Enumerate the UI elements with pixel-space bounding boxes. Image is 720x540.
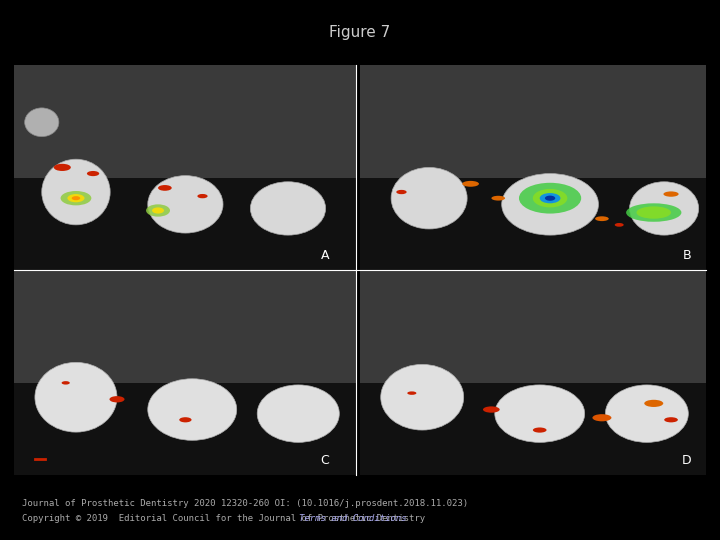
Ellipse shape (519, 183, 581, 213)
Ellipse shape (545, 195, 555, 201)
Text: Figure 7: Figure 7 (329, 25, 391, 40)
Ellipse shape (502, 173, 598, 235)
Polygon shape (14, 270, 356, 475)
Polygon shape (14, 65, 356, 270)
Ellipse shape (257, 385, 339, 442)
Text: Journal of Prosthetic Dentistry 2020 12320-260 OI: (10.1016/j.prosdent.2018.11.0: Journal of Prosthetic Dentistry 2020 123… (22, 500, 468, 509)
Text: Copyright © 2019  Editorial Council for the Journal of Prosthetic Dentistry: Copyright © 2019 Editorial Council for t… (22, 514, 430, 523)
Ellipse shape (381, 364, 464, 430)
Ellipse shape (629, 182, 698, 235)
Polygon shape (360, 65, 706, 178)
Polygon shape (360, 270, 706, 475)
Text: B: B (683, 249, 692, 262)
Polygon shape (360, 65, 706, 270)
Ellipse shape (491, 196, 505, 200)
Ellipse shape (148, 176, 223, 233)
Ellipse shape (68, 194, 84, 202)
Ellipse shape (251, 182, 325, 235)
Text: D: D (682, 454, 692, 467)
Ellipse shape (408, 392, 416, 395)
Ellipse shape (664, 417, 678, 422)
Polygon shape (14, 65, 356, 178)
Ellipse shape (495, 385, 585, 442)
Ellipse shape (644, 400, 663, 407)
Ellipse shape (62, 381, 70, 384)
Ellipse shape (179, 417, 192, 422)
Ellipse shape (42, 159, 110, 225)
Ellipse shape (483, 407, 500, 413)
Ellipse shape (540, 193, 560, 203)
Ellipse shape (109, 396, 125, 402)
Ellipse shape (595, 217, 609, 221)
Ellipse shape (197, 194, 207, 198)
Ellipse shape (148, 379, 237, 440)
Text: A: A (320, 249, 329, 262)
Ellipse shape (626, 203, 681, 222)
Ellipse shape (60, 191, 91, 205)
Polygon shape (14, 270, 356, 383)
Ellipse shape (54, 164, 71, 171)
Ellipse shape (663, 191, 679, 197)
Ellipse shape (391, 167, 467, 229)
Ellipse shape (606, 385, 688, 442)
Ellipse shape (87, 171, 99, 176)
Ellipse shape (615, 223, 624, 227)
Ellipse shape (462, 181, 479, 187)
Ellipse shape (158, 185, 172, 191)
Ellipse shape (533, 428, 546, 433)
Polygon shape (360, 270, 706, 383)
Text: C: C (320, 454, 329, 467)
Ellipse shape (24, 108, 59, 137)
Ellipse shape (35, 362, 117, 432)
Ellipse shape (146, 204, 170, 217)
Ellipse shape (396, 190, 407, 194)
Ellipse shape (152, 207, 164, 213)
Ellipse shape (636, 206, 671, 219)
Ellipse shape (72, 196, 80, 200)
Ellipse shape (593, 414, 611, 421)
Text: Terms and Conditions: Terms and Conditions (299, 514, 406, 523)
Ellipse shape (533, 189, 567, 207)
